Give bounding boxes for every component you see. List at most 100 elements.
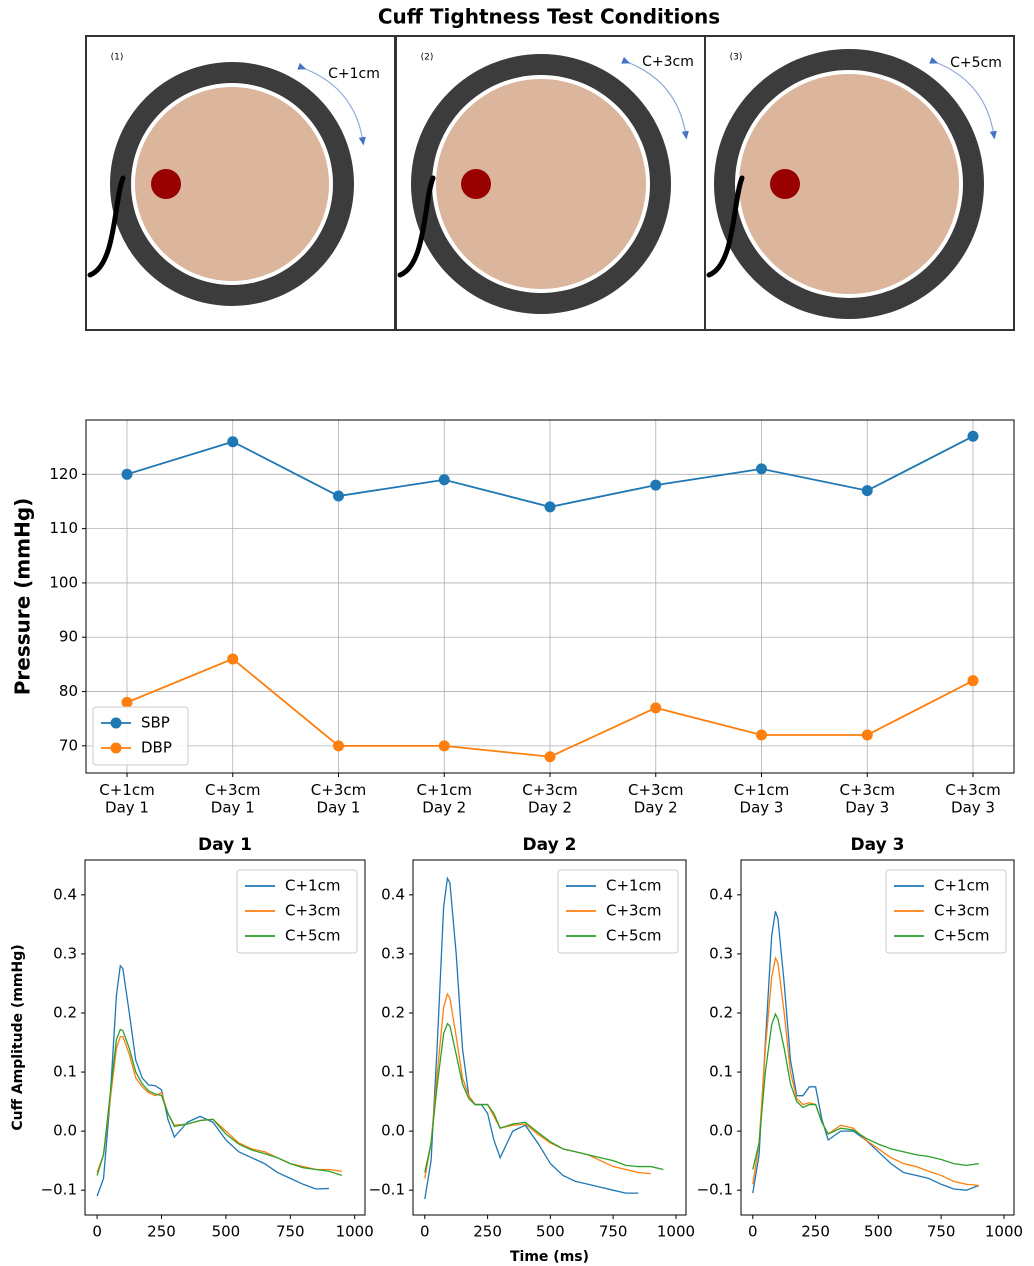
marker: [544, 501, 556, 513]
x-tick-label: 250: [801, 1223, 830, 1241]
y-tick-label: 0.0: [53, 1122, 77, 1140]
y-tick-label: 100: [49, 573, 78, 591]
panel-number: (2): [421, 53, 434, 63]
y-axis-label: Pressure (mmHg): [11, 498, 35, 696]
tighten-arrow: [621, 56, 689, 140]
y-tick-label: −0.1: [697, 1181, 733, 1199]
artery: [151, 169, 181, 199]
arm: [135, 87, 329, 281]
marker: [861, 485, 873, 497]
x-tick-label: 0: [748, 1223, 758, 1241]
y-tick-label: 0.1: [53, 1063, 77, 1081]
y-tick-label: 0.3: [53, 944, 77, 962]
legend-marker: [110, 742, 122, 754]
y-tick-label: 0.4: [709, 885, 733, 903]
panel-label: C+3cm: [642, 54, 694, 70]
legend-box: [885, 869, 1007, 954]
chart-title: Day 2: [523, 835, 577, 855]
artery: [770, 169, 800, 199]
y-tick-label: 0.1: [709, 1063, 733, 1081]
legend-label: C+3cm: [606, 902, 661, 920]
marker: [333, 740, 344, 752]
arm: [436, 79, 646, 289]
y-axis-label: Cuff Amplitude (mmHg): [10, 944, 26, 1130]
x-tick-label: 500: [864, 1223, 893, 1241]
panel-number: (3): [730, 53, 743, 63]
x-tick-label: C+3cm Day 1: [311, 781, 366, 816]
legend-marker: [110, 717, 122, 729]
legend-label: DBP: [141, 739, 172, 757]
legend-label: C+1cm: [285, 877, 340, 895]
y-tick-label: −0.1: [369, 1181, 405, 1199]
series-line: [752, 956, 979, 1187]
series-line: [96, 964, 329, 1197]
series-line: [424, 992, 651, 1179]
y-tick-label: 0.4: [53, 885, 77, 903]
y-tick-label: 0.2: [53, 1003, 77, 1021]
plot-frame: [412, 859, 687, 1216]
x-tick-label: 750: [927, 1223, 956, 1241]
x-tick-label: 500: [536, 1223, 565, 1241]
x-tick-label: C+3cm Day 2: [628, 781, 683, 816]
x-tick-label: 0: [92, 1223, 102, 1241]
series-line: [424, 1022, 664, 1173]
y-tick-label: 80: [59, 682, 78, 700]
x-tick-label: 1000: [336, 1223, 374, 1241]
marker: [756, 729, 767, 741]
y-tick-label: 90: [59, 628, 78, 646]
panel-number: (1): [111, 53, 124, 63]
diagram-title: Cuff Tightness Test Conditions: [378, 5, 720, 29]
plot-frame: [740, 859, 1015, 1216]
x-tick-label: C+3cm Day 1: [205, 781, 260, 816]
tighten-arrow: [297, 62, 366, 146]
series-line: [96, 1028, 343, 1177]
chart-title: Day 3: [851, 835, 905, 855]
x-tick-label: C+1cm Day 2: [417, 781, 472, 816]
x-tick-label: 250: [473, 1223, 502, 1241]
x-tick-label: C+3cm Day 3: [840, 781, 895, 816]
marker: [967, 675, 979, 687]
legend-label: C+5cm: [606, 927, 661, 945]
y-tick-label: 70: [59, 736, 78, 754]
x-tick-label: 250: [147, 1223, 176, 1241]
marker: [650, 702, 662, 714]
x-tick-label: 0: [420, 1223, 430, 1241]
y-tick-label: 0.0: [381, 1122, 405, 1140]
marker: [756, 463, 767, 475]
marker: [227, 436, 239, 448]
cable: [87, 175, 126, 278]
panel-label: C+5cm: [950, 55, 1002, 71]
marker: [650, 479, 662, 491]
cable: [706, 175, 745, 278]
cable: [397, 175, 436, 278]
marker: [544, 751, 556, 763]
x-tick-label: C+1cm Day 3: [734, 781, 789, 816]
x-tick-label: 1000: [657, 1223, 695, 1241]
y-tick-label: 0.3: [709, 944, 733, 962]
marker: [227, 653, 239, 665]
marker: [438, 740, 450, 752]
legend-label: C+1cm: [606, 877, 661, 895]
y-tick-label: 0.2: [381, 1003, 405, 1021]
y-tick-label: −0.1: [41, 1181, 77, 1199]
arm: [739, 74, 959, 294]
series-line: [752, 911, 980, 1194]
series-line: [424, 876, 639, 1200]
series-line: [96, 1035, 342, 1173]
legend-label: C+1cm: [934, 877, 989, 895]
chart-title: Day 1: [198, 835, 252, 855]
legend-box: [236, 869, 358, 954]
panel-label: C+1cm: [328, 66, 380, 82]
y-tick-label: 0.3: [381, 944, 405, 962]
marker: [121, 468, 133, 480]
x-tick-label: 750: [276, 1223, 305, 1241]
marker: [121, 696, 133, 708]
y-tick-label: 110: [49, 519, 78, 537]
x-tick-label: C+3cm Day 3: [945, 781, 1000, 816]
x-axis-label: Time (ms): [510, 1249, 589, 1265]
tighten-arrow: [929, 56, 997, 140]
y-tick-label: 0.0: [709, 1122, 733, 1140]
marker: [861, 729, 873, 741]
plot-frame: [84, 859, 366, 1216]
